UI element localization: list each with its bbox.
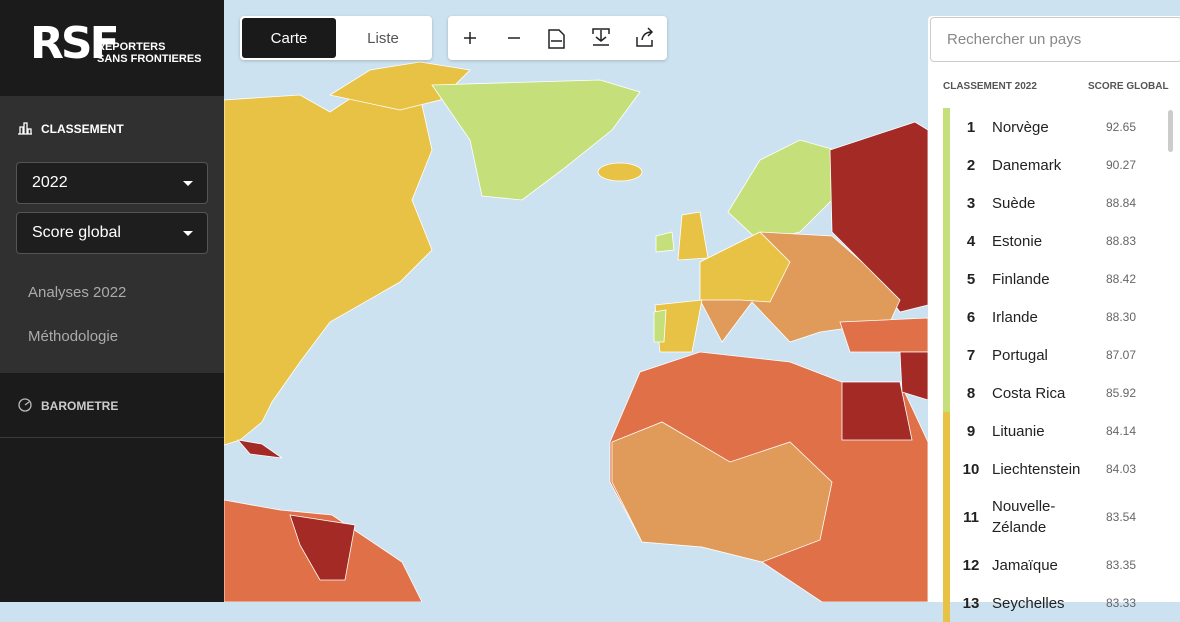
logo-line: REPORTERS <box>97 41 166 53</box>
ranking-row[interactable]: 13 Seychelles 83.33 <box>943 584 1148 622</box>
ranking-row[interactable]: 8 Costa Rica 85.92 <box>943 374 1148 412</box>
view-tabs: Carte Liste <box>240 16 432 60</box>
score: 84.14 <box>1106 424 1137 438</box>
ranking-row[interactable]: 5 Finlande 88.42 <box>943 260 1148 298</box>
rank: 12 <box>962 556 980 574</box>
divider <box>0 437 224 438</box>
nav-link[interactable]: Méthodologie <box>28 328 119 345</box>
rank: 3 <box>966 194 976 212</box>
rank: 5 <box>966 270 976 288</box>
section-title[interactable]: CLASSEMENT <box>41 122 124 136</box>
arctic-islands[interactable] <box>328 61 471 111</box>
ranking-list: 1 Norvège 92.65 2 Danemark 90.27 3 Suède 88.84 4 E… <box>943 108 1148 622</box>
ireland[interactable] <box>655 231 675 253</box>
russia[interactable] <box>829 121 929 313</box>
ranking-row[interactable]: 1 Norvège 92.65 <box>943 108 1148 146</box>
uk[interactable] <box>677 211 709 261</box>
indicator-select[interactable]: Score global <box>16 212 208 254</box>
country-name: Liechtenstein <box>992 460 1081 478</box>
ranking-row[interactable]: 7 Portugal 87.07 <box>943 336 1148 374</box>
iceland[interactable] <box>597 162 643 182</box>
rank: 6 <box>966 308 976 326</box>
north-america[interactable] <box>224 91 433 446</box>
rank: 1 <box>966 118 976 136</box>
rank: 13 <box>962 594 980 612</box>
score: 88.84 <box>1106 196 1137 210</box>
country-name: Norvège <box>992 118 1049 136</box>
rank: 2 <box>966 156 976 174</box>
download-button[interactable] <box>592 28 610 46</box>
nav-link[interactable]: Analyses 2022 <box>28 284 127 301</box>
score: 87.07 <box>1106 348 1137 362</box>
score: 88.83 <box>1106 234 1137 248</box>
rank: 7 <box>966 346 976 364</box>
country-name: Costa Rica <box>992 384 1066 402</box>
score: 88.30 <box>1106 310 1137 324</box>
ranking-row[interactable]: 3 Suède 88.84 <box>943 184 1148 222</box>
cuba[interactable] <box>236 439 283 459</box>
country-name: Estonie <box>992 232 1043 250</box>
score: 83.35 <box>1106 558 1137 572</box>
ranking-row[interactable]: 11 Nouvelle-Zélande 83.54 <box>943 488 1148 546</box>
country-name: Finlande <box>992 270 1050 288</box>
score: 92.65 <box>1106 120 1137 134</box>
score: 83.54 <box>1106 510 1137 524</box>
score: 90.27 <box>1106 158 1137 172</box>
column-header: SCORE GLOBAL <box>1088 81 1169 92</box>
tab[interactable]: Liste <box>367 29 399 47</box>
tab[interactable]: Carte <box>242 18 336 58</box>
logo-line: SANS FRONTIERES <box>97 53 202 65</box>
greenland[interactable] <box>431 79 641 201</box>
pdf-button[interactable] <box>548 29 565 49</box>
zoom-in[interactable] <box>464 32 476 44</box>
world-map[interactable] <box>224 0 1180 602</box>
score: 88.42 <box>1106 272 1137 286</box>
country-name: Portugal <box>992 346 1048 364</box>
search-input[interactable]: Rechercher un pays <box>930 17 1180 62</box>
chart-icon <box>18 122 32 135</box>
middle-east[interactable] <box>899 351 929 401</box>
ranking-row[interactable]: 9 Lituanie 84.14 <box>943 412 1148 450</box>
west-africa[interactable] <box>611 421 833 563</box>
country-name: Lituanie <box>992 422 1045 440</box>
egypt[interactable] <box>841 381 913 441</box>
ranking-row[interactable]: 10 Liechtenstein 84.03 <box>943 450 1148 488</box>
ranking-row[interactable]: 4 Estonie 88.83 <box>943 222 1148 260</box>
score: 83.33 <box>1106 596 1137 610</box>
rank: 4 <box>966 232 976 250</box>
ranking-row[interactable]: 6 Irlande 88.30 <box>943 298 1148 336</box>
ranking-row[interactable]: 12 Jamaïque 83.35 <box>943 546 1148 584</box>
year-select[interactable]: 2022 <box>16 162 208 204</box>
country-name: Danemark <box>992 156 1062 174</box>
score: 84.03 <box>1106 462 1137 476</box>
share-button[interactable] <box>636 27 654 47</box>
ranking-row[interactable]: 2 Danemark 90.27 <box>943 146 1148 184</box>
country-name: Suède <box>992 194 1036 212</box>
scandinavia[interactable] <box>727 139 843 243</box>
section-title[interactable]: BAROMETRE <box>41 399 119 413</box>
country-name: Seychelles <box>992 594 1065 612</box>
rank: 9 <box>966 422 976 440</box>
map-tools <box>448 16 667 60</box>
country-name: Irlande <box>992 308 1038 326</box>
rank: 8 <box>966 384 976 402</box>
score: 85.92 <box>1106 386 1137 400</box>
country-name: Jamaïque <box>992 556 1058 574</box>
column-header: CLASSEMENT 2022 <box>943 81 1037 92</box>
scrollbar[interactable] <box>1168 110 1173 152</box>
venezuela[interactable] <box>289 514 356 581</box>
rank: 10 <box>962 460 980 478</box>
rank: 11 <box>963 508 979 526</box>
country-name: Nouvelle-Zélande <box>992 498 1056 536</box>
turkey[interactable] <box>839 317 929 353</box>
portugal[interactable] <box>653 309 667 343</box>
logo[interactable]: RSF REPORTERS SANS FRONTIERES <box>0 0 224 96</box>
sidebar: RSF REPORTERS SANS FRONTIERES CLASSEMENT… <box>0 0 224 602</box>
ranking-section: CLASSEMENT 2022 Score global Analyses 20… <box>0 96 224 373</box>
gauge-icon <box>18 398 32 412</box>
logo-mark: RSF <box>30 18 120 69</box>
ranking-panel: Rechercher un pays CLASSEMENT 2022 SCORE… <box>928 16 1180 622</box>
